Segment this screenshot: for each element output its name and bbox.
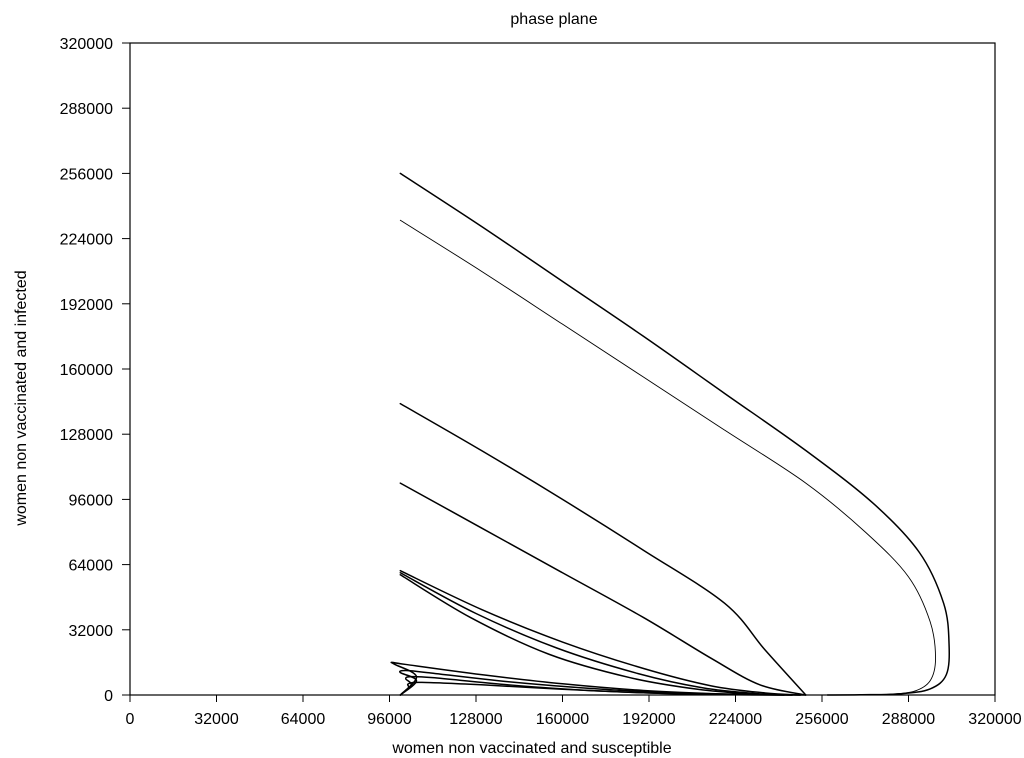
x-tick-label: 64000	[281, 711, 326, 728]
data-series-layer	[390, 172, 951, 696]
trajectory-line-3	[399, 402, 807, 696]
y-tick-label: 224000	[60, 232, 113, 249]
x-tick-label: 0	[126, 711, 135, 728]
y-axis-label: women non vaccinated and infected	[13, 270, 30, 526]
x-tick-label: 96000	[367, 711, 412, 728]
plot-area-frame	[129, 42, 996, 696]
trajectory-line-5	[399, 569, 802, 696]
y-tick-label: 64000	[69, 558, 114, 575]
y-tick-label: 160000	[60, 362, 113, 379]
axes-layer: 0 32000 64000 96000 128000 160000 192000 224000…	[60, 36, 1022, 728]
y-tick-label: 288000	[60, 101, 113, 118]
x-tick-label: 192000	[622, 711, 675, 728]
x-axis-label: women non vaccinated and susceptible	[391, 740, 671, 757]
x-tick-label: 224000	[709, 711, 762, 728]
chart-title: phase plane	[510, 11, 597, 28]
x-tick-label: 32000	[194, 711, 239, 728]
trajectory-line-1	[399, 172, 951, 696]
x-tick-label: 128000	[449, 711, 502, 728]
y-tick-label: 256000	[60, 166, 113, 183]
y-tick-label: 128000	[60, 427, 113, 444]
trajectory-line-4	[399, 482, 807, 696]
trajectory-line-2	[399, 219, 936, 696]
y-tick-label: 320000	[60, 36, 113, 53]
x-tick-label: 288000	[882, 711, 935, 728]
y-tick-label: 32000	[69, 623, 114, 640]
y-tick-label: 192000	[60, 297, 113, 314]
trajectory-line-7	[399, 574, 785, 696]
y-tick-label: 0	[104, 688, 113, 705]
x-tick-label: 160000	[536, 711, 589, 728]
trajectory-line-11	[399, 681, 785, 696]
y-tick-label: 96000	[69, 492, 114, 509]
x-tick-label: 320000	[968, 711, 1021, 728]
x-tick-label: 256000	[795, 711, 848, 728]
